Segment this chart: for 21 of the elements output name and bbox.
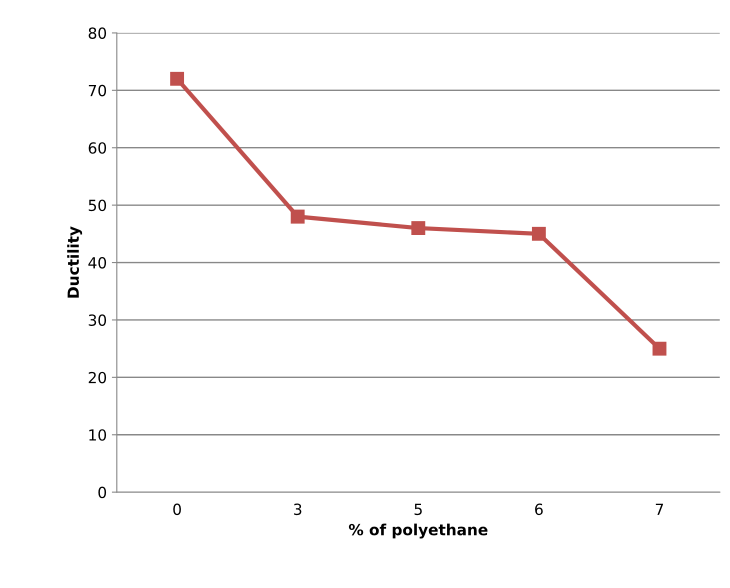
y-tick-label: 40 [88, 257, 106, 269]
y-tick-label: 60 [88, 142, 106, 154]
x-tick-label: 3 [294, 504, 302, 516]
y-axis-title: Ductility [67, 226, 82, 298]
y-tick-label: 10 [89, 429, 106, 441]
point [652, 342, 666, 356]
point [170, 72, 184, 86]
y-tick-label: 80 [88, 27, 106, 39]
y-tick-label: 70 [88, 84, 106, 96]
y-tick-label: 30 [88, 314, 106, 326]
point [411, 221, 426, 236]
x-axis-title: % of polyethane [348, 524, 488, 539]
y-tick-label: 0 [98, 486, 106, 498]
point [290, 210, 305, 224]
x-tick-label: 5 [414, 504, 422, 516]
x-tick-label: 0 [173, 504, 181, 516]
y-tick-label: 50 [88, 200, 106, 212]
y-tick-label: 20 [88, 372, 106, 384]
x-tick-label: 7 [656, 504, 664, 515]
point [532, 226, 546, 241]
x-tick-label: 6 [535, 504, 543, 516]
